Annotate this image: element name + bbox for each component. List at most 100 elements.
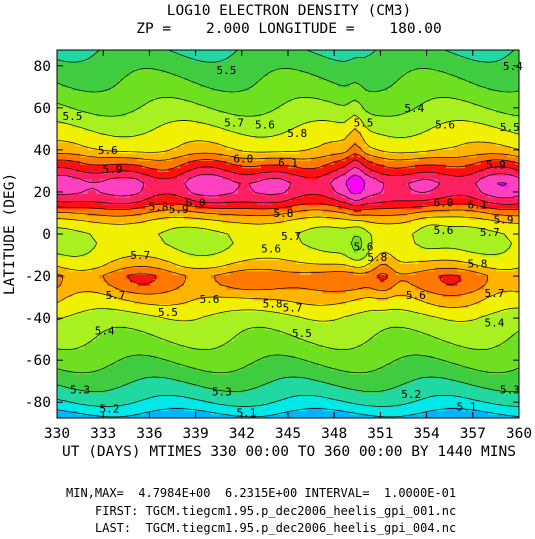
heatmap-cell <box>245 105 250 110</box>
heatmap-cell <box>191 171 197 176</box>
heatmap-cell <box>226 381 231 386</box>
heatmap-cell <box>110 267 116 272</box>
heatmap-cell <box>176 337 181 342</box>
heatmap-cell <box>203 64 208 69</box>
heatmap-cell <box>57 344 62 349</box>
heatmap-cell <box>60 200 66 206</box>
heatmap-cell <box>87 97 93 103</box>
heatmap-cell <box>218 384 224 390</box>
heatmap-cell <box>130 182 135 187</box>
heatmap-cell <box>57 72 62 77</box>
heatmap-cell <box>230 208 235 213</box>
heatmap-cell <box>222 97 227 103</box>
heatmap-cell <box>214 86 220 91</box>
heatmap-cell <box>237 50 243 55</box>
heatmap-cell <box>99 329 104 334</box>
heatmap-cell <box>218 164 224 169</box>
heatmap-cell <box>87 292 93 298</box>
heatmap-cell <box>214 259 220 264</box>
heatmap-cell <box>107 355 112 360</box>
heatmap-cell <box>180 366 185 371</box>
heatmap-cell <box>122 307 127 312</box>
heatmap-cell <box>230 94 235 99</box>
heatmap-cell <box>184 83 189 88</box>
heatmap-cell <box>134 248 139 253</box>
heatmap-cell <box>180 86 185 91</box>
heatmap-cell <box>60 362 66 367</box>
heatmap-cell <box>87 182 93 187</box>
heatmap-cell <box>68 134 73 139</box>
heatmap-cell <box>211 145 216 150</box>
heatmap-cell <box>110 248 116 253</box>
heatmap-cell <box>160 362 166 367</box>
heatmap-cell <box>164 392 170 397</box>
heatmap-cell <box>118 167 123 172</box>
heatmap-cell <box>107 178 112 183</box>
heatmap-cell <box>68 175 73 180</box>
heatmap-cell <box>64 127 70 132</box>
heatmap-cell <box>184 145 189 150</box>
heatmap-cell <box>195 248 200 253</box>
heatmap-cell <box>226 307 231 312</box>
heatmap-cell <box>157 127 162 132</box>
heatmap-cell <box>199 399 204 404</box>
heatmap-cell <box>160 116 166 121</box>
heatmap-cell <box>122 61 127 66</box>
heatmap-cell <box>172 68 177 73</box>
heatmap-cell <box>153 318 158 323</box>
heatmap-cell <box>95 182 100 187</box>
heatmap-cell <box>60 395 66 401</box>
heatmap-cell <box>145 289 150 294</box>
heatmap-cell <box>60 256 66 261</box>
heatmap-cell <box>110 395 116 401</box>
heatmap-cell <box>99 252 104 257</box>
heatmap-cell <box>137 303 143 309</box>
heatmap-cell <box>126 234 131 239</box>
heatmap-cell <box>145 189 150 195</box>
heatmap-cell <box>118 116 123 121</box>
heatmap-cell <box>157 377 162 382</box>
heatmap-cell <box>126 307 131 312</box>
heatmap-cell <box>160 72 166 77</box>
heatmap-cell <box>237 403 243 408</box>
heatmap-cell <box>130 112 135 117</box>
heatmap-cell <box>80 322 85 327</box>
heatmap-cell <box>91 403 96 408</box>
heatmap-cell <box>72 296 77 301</box>
heatmap-cell <box>218 160 224 165</box>
heatmap-cell <box>64 259 70 264</box>
heatmap-cell <box>226 237 231 242</box>
heatmap-cell <box>60 215 66 220</box>
heatmap-cell <box>187 307 193 312</box>
heatmap-cell <box>230 123 235 128</box>
heatmap-cell <box>64 79 70 84</box>
heatmap-cell <box>176 370 181 375</box>
heatmap-cell <box>122 388 127 393</box>
heatmap-cell <box>141 90 147 95</box>
heatmap-cell <box>60 211 66 217</box>
heatmap-cell <box>134 355 139 360</box>
heatmap-cell <box>145 156 150 161</box>
heatmap-cell <box>207 248 212 253</box>
heatmap-cell <box>176 399 181 404</box>
heatmap-cell <box>214 215 220 220</box>
heatmap-cell <box>149 211 154 217</box>
heatmap-cell <box>87 381 93 386</box>
heatmap-cell <box>153 208 158 213</box>
heatmap-cell <box>187 234 193 239</box>
heatmap-cell <box>191 333 197 338</box>
heatmap-cell <box>103 108 108 114</box>
heatmap-cell <box>176 182 181 187</box>
heatmap-cell <box>214 392 220 397</box>
heatmap-cell <box>72 200 77 206</box>
heatmap-cell <box>234 406 239 412</box>
heatmap-cell <box>72 142 77 147</box>
heatmap-cell <box>230 403 235 408</box>
heatmap-cell <box>141 142 147 147</box>
heatmap-cell <box>122 200 127 206</box>
heatmap-cell <box>87 119 93 125</box>
heatmap-cell <box>191 403 197 408</box>
heatmap-cell <box>114 83 120 88</box>
heatmap-cell <box>99 204 104 209</box>
heatmap-cell <box>234 281 239 287</box>
